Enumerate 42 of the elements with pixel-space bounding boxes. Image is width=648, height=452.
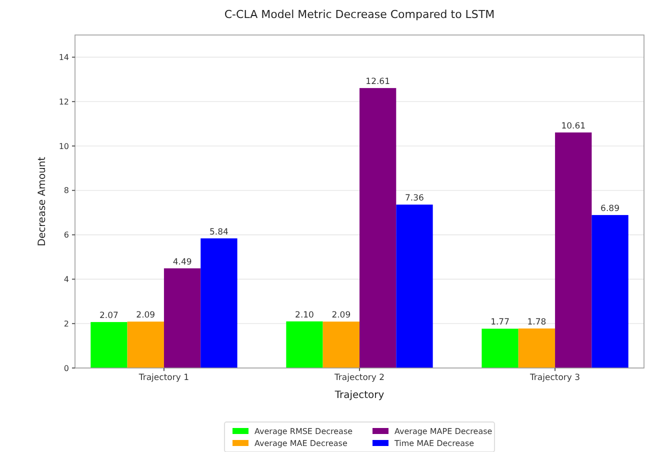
bar	[555, 132, 592, 368]
x-axis-title: Trajectory	[334, 390, 384, 401]
legend-label: Average MAPE Decrease	[394, 426, 492, 436]
y-tick-label: 8	[64, 186, 69, 196]
bar	[518, 328, 556, 368]
bar	[592, 215, 628, 368]
x-tick-label: Trajectory 1	[138, 373, 190, 383]
y-tick-label: 4	[64, 275, 69, 284]
x-tick-label: Trajectory 2	[333, 373, 385, 383]
legend-label: Average RMSE Decrease	[254, 426, 353, 436]
bar	[396, 204, 433, 368]
y-tick-label: 6	[64, 230, 69, 240]
y-axis-title: Decrease Amount	[37, 156, 48, 246]
bar	[164, 268, 201, 368]
chart-title: C-CLA Model Metric Decrease Compared to LSTM	[224, 8, 495, 21]
data-label: 12.61	[366, 77, 390, 88]
data-label: 2.10	[295, 310, 314, 320]
legend-label: Time MAE Decrease	[394, 438, 474, 448]
y-tick-label: 0	[64, 364, 69, 373]
data-label: 5.84	[209, 227, 228, 238]
y-tick-label: 10	[58, 142, 69, 151]
data-label: 1.78	[527, 317, 546, 328]
data-label: 2.09	[136, 310, 156, 321]
bar	[286, 321, 323, 368]
legend-label: Average MAE Decrease	[254, 438, 348, 448]
data-label: 6.89	[600, 204, 620, 214]
y-tick-label: 14	[58, 53, 69, 62]
data-label: 1.77	[490, 318, 510, 328]
data-label: 2.07	[100, 311, 118, 322]
bar	[322, 322, 360, 368]
data-label: 4.49	[172, 257, 192, 268]
data-label: 10.61	[561, 121, 586, 132]
bar	[90, 322, 128, 368]
bar	[127, 322, 164, 368]
y-tick-label: 12	[58, 97, 69, 106]
bar	[482, 328, 518, 368]
bar	[360, 88, 396, 368]
data-label: 2.09	[332, 310, 351, 321]
bar	[200, 238, 238, 368]
y-tick-label: 2	[64, 319, 69, 328]
data-label: 7.36	[405, 194, 424, 204]
x-tick-label: Trajectory 3	[528, 373, 580, 383]
